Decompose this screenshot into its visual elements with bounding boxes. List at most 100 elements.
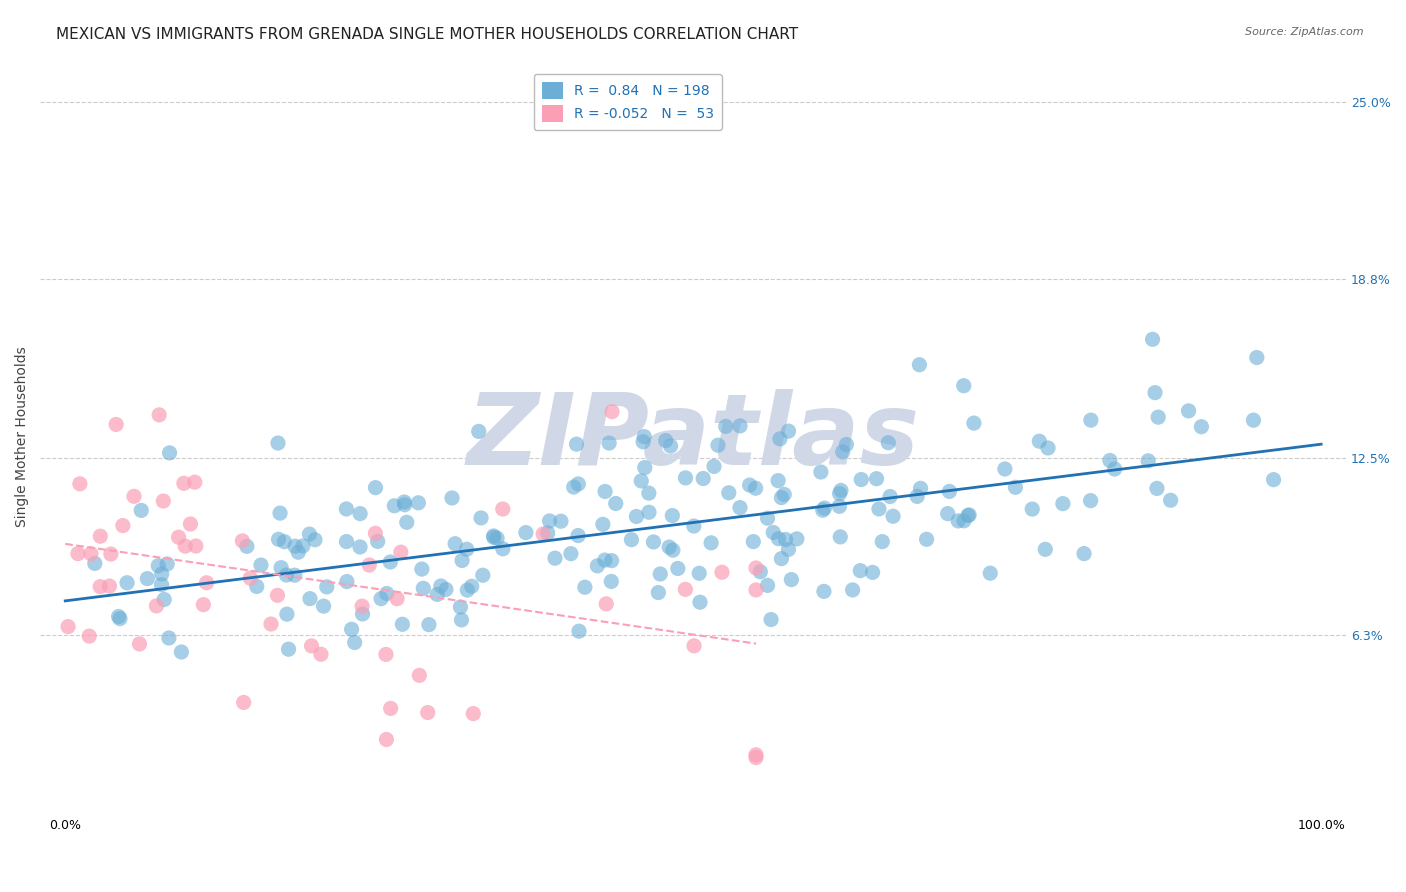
Immigrants from Grenada <box>463 706 485 721</box>
Immigrants from Grenada <box>595 597 617 611</box>
Mexicans <box>408 496 430 510</box>
Mexicans <box>775 533 797 547</box>
Mexicans <box>762 525 785 540</box>
Text: ZIPatlas: ZIPatlas <box>467 389 920 485</box>
Mexicans <box>83 557 105 571</box>
Mexicans <box>717 485 740 500</box>
Immigrants from Grenada <box>673 582 696 597</box>
Mexicans <box>994 462 1017 476</box>
Immigrants from Grenada <box>66 547 89 561</box>
Mexicans <box>778 542 800 557</box>
Immigrants from Grenada <box>416 706 439 720</box>
Mexicans <box>1080 413 1102 427</box>
Mexicans <box>835 437 858 451</box>
Mexicans <box>156 557 179 571</box>
Immigrants from Grenada <box>184 539 207 553</box>
Mexicans <box>828 486 851 500</box>
Mexicans <box>769 432 792 446</box>
Immigrants from Grenada <box>492 502 515 516</box>
Mexicans <box>515 525 537 540</box>
Mexicans <box>654 434 676 448</box>
Mexicans <box>412 582 434 596</box>
Mexicans <box>391 617 413 632</box>
Immigrants from Grenada <box>683 639 706 653</box>
Mexicans <box>1263 473 1285 487</box>
Mexicans <box>773 487 796 501</box>
Mexicans <box>766 474 789 488</box>
Immigrants from Grenada <box>80 547 103 561</box>
Mexicans <box>714 419 737 434</box>
Mexicans <box>647 585 669 599</box>
Mexicans <box>1146 482 1168 496</box>
Mexicans <box>1160 493 1182 508</box>
Immigrants from Grenada <box>122 489 145 503</box>
Immigrants from Grenada <box>193 598 215 612</box>
Mexicans <box>270 560 292 574</box>
Mexicans <box>287 545 309 559</box>
Mexicans <box>658 540 681 554</box>
Mexicans <box>1021 502 1043 516</box>
Mexicans <box>1137 454 1160 468</box>
Mexicans <box>456 542 478 557</box>
Mexicans <box>811 503 834 517</box>
Mexicans <box>1246 351 1268 365</box>
Mexicans <box>877 435 900 450</box>
Mexicans <box>492 541 515 556</box>
Mexicans <box>335 534 357 549</box>
Mexicans <box>107 609 129 624</box>
Immigrants from Grenada <box>89 580 111 594</box>
Mexicans <box>1177 404 1199 418</box>
Mexicans <box>1142 332 1164 346</box>
Mexicans <box>471 568 494 582</box>
Mexicans <box>565 437 588 451</box>
Mexicans <box>598 436 620 450</box>
Mexicans <box>728 418 751 433</box>
Mexicans <box>267 436 290 450</box>
Mexicans <box>849 564 872 578</box>
Mexicans <box>749 565 772 579</box>
Mexicans <box>277 642 299 657</box>
Mexicans <box>394 498 416 512</box>
Mexicans <box>936 507 959 521</box>
Mexicans <box>375 586 398 600</box>
Immigrants from Grenada <box>352 599 374 614</box>
Mexicans <box>938 484 960 499</box>
Immigrants from Grenada <box>380 701 402 715</box>
Mexicans <box>768 532 790 546</box>
Text: Source: ZipAtlas.com: Source: ZipAtlas.com <box>1246 27 1364 37</box>
Mexicans <box>882 509 904 524</box>
Mexicans <box>544 551 567 566</box>
Mexicans <box>537 526 560 541</box>
Mexicans <box>538 514 561 528</box>
Mexicans <box>813 584 835 599</box>
Mexicans <box>153 592 176 607</box>
Mexicans <box>298 591 321 606</box>
Mexicans <box>661 508 683 523</box>
Mexicans <box>568 624 591 639</box>
Mexicans <box>600 574 623 589</box>
Immigrants from Grenada <box>167 530 190 544</box>
Mexicans <box>364 481 387 495</box>
Immigrants from Grenada <box>89 529 111 543</box>
Mexicans <box>688 566 710 581</box>
Mexicans <box>728 500 751 515</box>
Mexicans <box>1073 547 1095 561</box>
Immigrants from Grenada <box>239 571 262 585</box>
Mexicans <box>562 480 585 494</box>
Mexicans <box>692 471 714 485</box>
Immigrants from Grenada <box>375 648 398 662</box>
Mexicans <box>905 489 928 503</box>
Mexicans <box>273 534 295 549</box>
Mexicans <box>1098 453 1121 467</box>
Mexicans <box>276 607 298 622</box>
Mexicans <box>605 496 627 510</box>
Mexicans <box>450 613 472 627</box>
Immigrants from Grenada <box>260 617 283 632</box>
Mexicans <box>592 517 614 532</box>
Mexicans <box>284 568 307 582</box>
Mexicans <box>129 503 152 517</box>
Mexicans <box>828 500 851 514</box>
Immigrants from Grenada <box>128 637 150 651</box>
Mexicans <box>461 579 484 593</box>
Mexicans <box>841 582 863 597</box>
